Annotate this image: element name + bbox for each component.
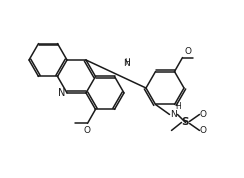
Text: N: N xyxy=(123,59,130,68)
Text: H: H xyxy=(175,103,181,111)
Text: O: O xyxy=(200,110,206,119)
Text: S: S xyxy=(182,117,189,127)
Text: N: N xyxy=(58,88,65,98)
Text: H: H xyxy=(125,58,130,67)
Text: O: O xyxy=(184,46,192,56)
Text: O: O xyxy=(200,126,206,135)
Text: N: N xyxy=(171,110,177,119)
Text: O: O xyxy=(84,126,91,135)
